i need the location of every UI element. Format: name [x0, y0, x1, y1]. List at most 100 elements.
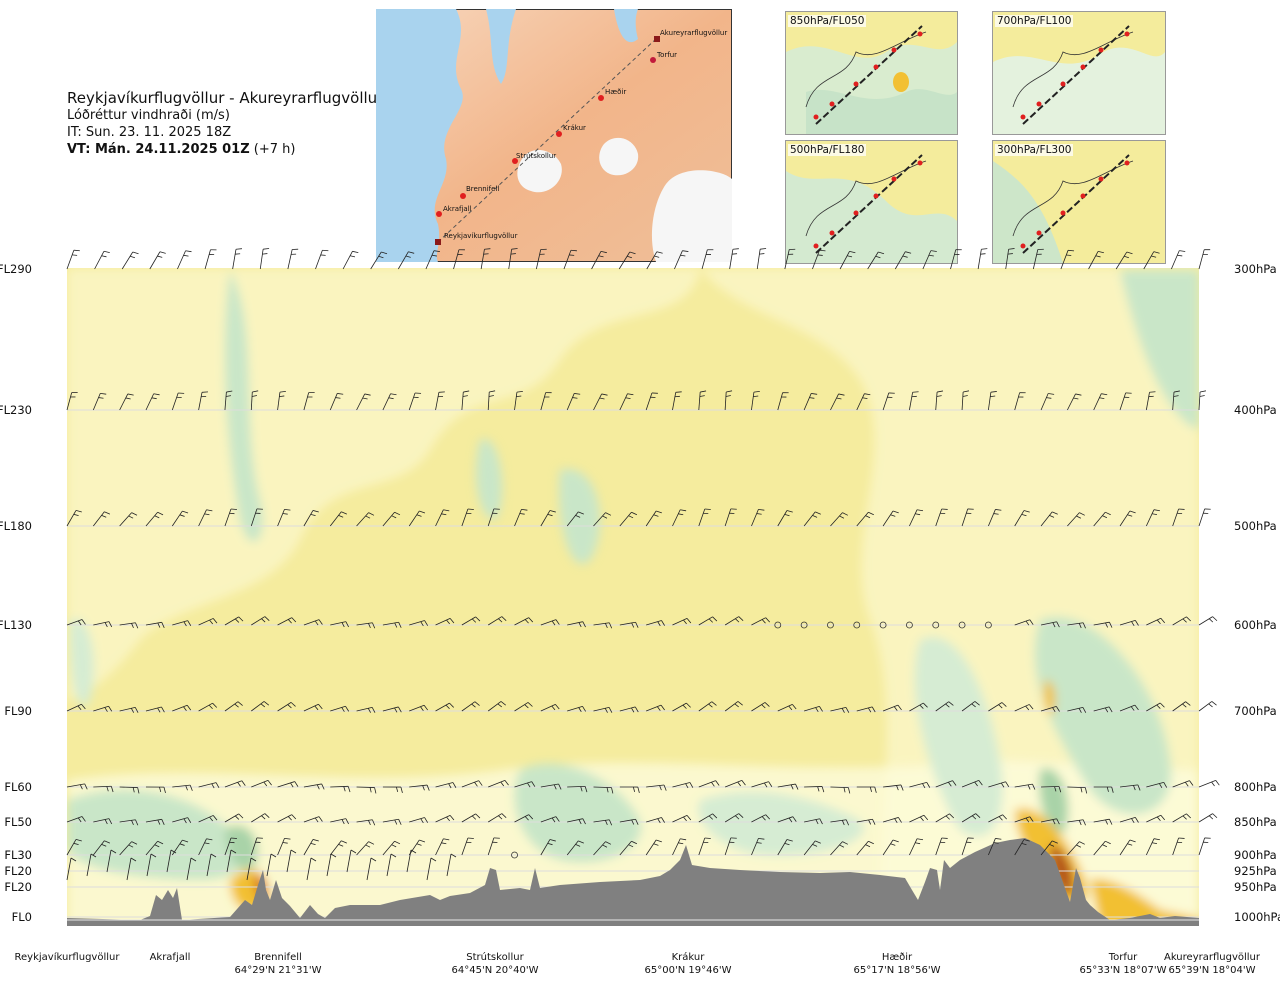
wind-barb [408, 510, 426, 527]
wind-barb [1119, 392, 1132, 411]
right-axis-label: 1000hPa [1234, 910, 1280, 924]
wind-barb [145, 511, 164, 527]
wind-barb [701, 249, 714, 270]
map-label-strutskollur: Strútskollur [516, 152, 556, 160]
wind-barb [119, 786, 140, 794]
wind-barb [1119, 784, 1141, 791]
wind-barb [382, 818, 402, 825]
wind-barb [724, 813, 744, 823]
wind-barb [146, 853, 157, 877]
wind-barb [1146, 702, 1165, 712]
wind-barb [1067, 706, 1087, 713]
wind-barb [303, 816, 323, 823]
wind-barb [119, 841, 138, 856]
wind-barb [540, 619, 560, 626]
field-orange-region [1090, 879, 1199, 926]
wind-barb [1093, 840, 1111, 856]
wind-calm-marker [984, 621, 992, 629]
wind-barb [698, 780, 720, 788]
wind-barb [1093, 818, 1113, 825]
wind-calm-marker [827, 621, 834, 629]
wind-barb [961, 813, 981, 823]
thumbnail-map-graphic [993, 25, 1165, 134]
wind-barb [593, 512, 612, 527]
wind-barb [1040, 621, 1060, 628]
wind-barb [566, 393, 581, 411]
wind-barb [250, 837, 263, 856]
wind-barb [1032, 248, 1044, 270]
map-marker-haedir [598, 95, 604, 101]
field-green-region [67, 789, 245, 880]
wind-barb [909, 782, 931, 789]
wind-barb [435, 509, 450, 527]
wind-barb [1198, 779, 1220, 788]
thumbnail-map-graphic [993, 154, 1134, 263]
waypoint-name: Krákur [672, 951, 706, 963]
wind-barb [461, 837, 474, 856]
wind-barb [698, 616, 718, 626]
wind-barb [909, 509, 924, 527]
wind-barb [1040, 840, 1058, 856]
wind-barb [987, 391, 997, 411]
wind-calm-marker [511, 851, 518, 859]
wind-barb [326, 853, 337, 877]
wind-barb [145, 706, 165, 713]
wind-barb [672, 782, 694, 789]
map-marker-reykjavikurflugvollur [435, 239, 441, 245]
map-marker-brennifell [460, 193, 466, 199]
wind-barbs [66, 248, 1220, 881]
right-axis-label: 900hPa [1234, 848, 1277, 862]
sea-west [376, 9, 463, 262]
waypoint-coord: 65°39'N 18°04'W [1169, 965, 1256, 976]
wind-barb [480, 248, 491, 270]
wind-barb [698, 390, 707, 411]
wind-barb [909, 702, 928, 712]
wind-barb [251, 701, 270, 712]
wind-barb [672, 814, 692, 823]
wind-barb [1146, 781, 1168, 789]
wind-barb [1067, 819, 1086, 826]
wind-barb [93, 705, 113, 712]
wind-barb [1198, 837, 1211, 856]
wind-barb [409, 817, 429, 824]
wind-calm-marker [774, 621, 782, 629]
wind-barb [329, 511, 347, 527]
wind-barb [303, 619, 323, 626]
wind-barb [366, 857, 377, 881]
wind-barb [487, 837, 500, 856]
map-label-reykjavikurflugvollur: Reykjavíkurflugvöllur [444, 232, 518, 240]
wind-barb [566, 511, 584, 527]
wind-barb [812, 249, 826, 270]
wind-barb [277, 702, 296, 712]
waypoint-coord: 65°00'N 19°46'W [645, 965, 732, 976]
wind-barb [93, 511, 111, 527]
wind-barb [198, 782, 220, 789]
wind-barb [461, 616, 481, 626]
wind-barb [777, 783, 799, 790]
wind-barb [619, 706, 639, 713]
wind-barb [729, 248, 739, 270]
wind-barb [935, 390, 944, 411]
field-dark-green-core [1039, 768, 1069, 834]
wind-barb [382, 706, 402, 713]
waypoint-coord: 64°29'N 21°31'W [235, 965, 322, 976]
wind-barb [93, 818, 113, 825]
wind-barb [514, 814, 534, 823]
wind-barb [224, 616, 244, 626]
left-axis-label: FL20 [4, 864, 32, 878]
wind-barb [751, 838, 765, 856]
wind-barb [1067, 512, 1085, 527]
wind-barb [277, 781, 299, 788]
wind-barb [1093, 393, 1108, 411]
wind-barb [751, 617, 771, 626]
wind-barb [330, 818, 349, 825]
wind-barb [882, 817, 902, 824]
wind-barb [1088, 251, 1104, 270]
wind-barb [1119, 817, 1139, 824]
wind-barb [93, 621, 113, 628]
wind-barb [922, 250, 937, 270]
wind-barb [830, 819, 850, 826]
wind-barb [198, 391, 209, 411]
init-time: IT: Sun. 23. 11. 2025 18Z [67, 125, 232, 140]
wind-barb [487, 616, 507, 626]
